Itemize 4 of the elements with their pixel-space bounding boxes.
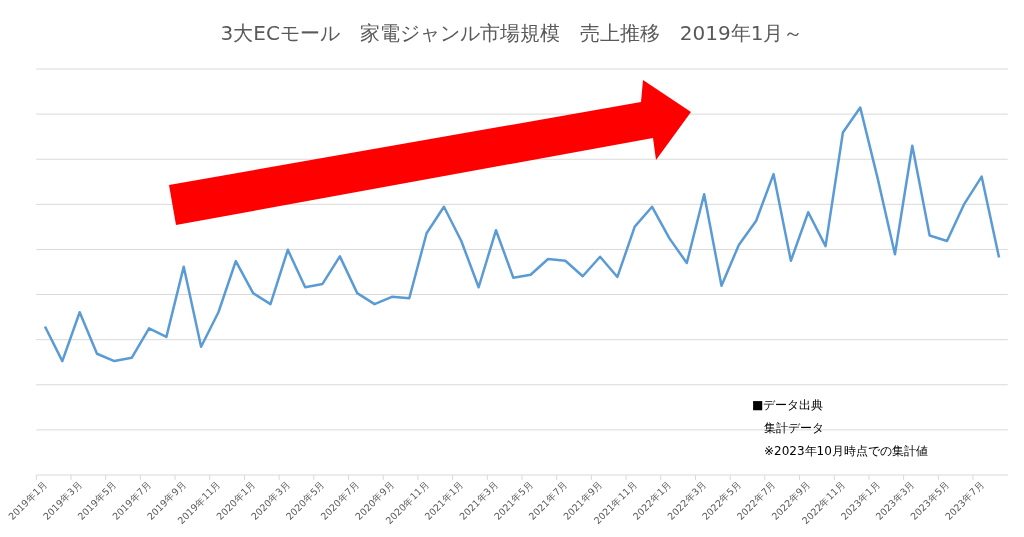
chart-title: 3大ECモール 家電ジャンル市場規模 売上推移 2019年1月～: [220, 21, 804, 45]
annotation: 集計データ: [764, 421, 824, 435]
annotation: ※2023年10月時点での集計値: [764, 444, 928, 458]
annotation: ■データ出典: [752, 398, 824, 412]
